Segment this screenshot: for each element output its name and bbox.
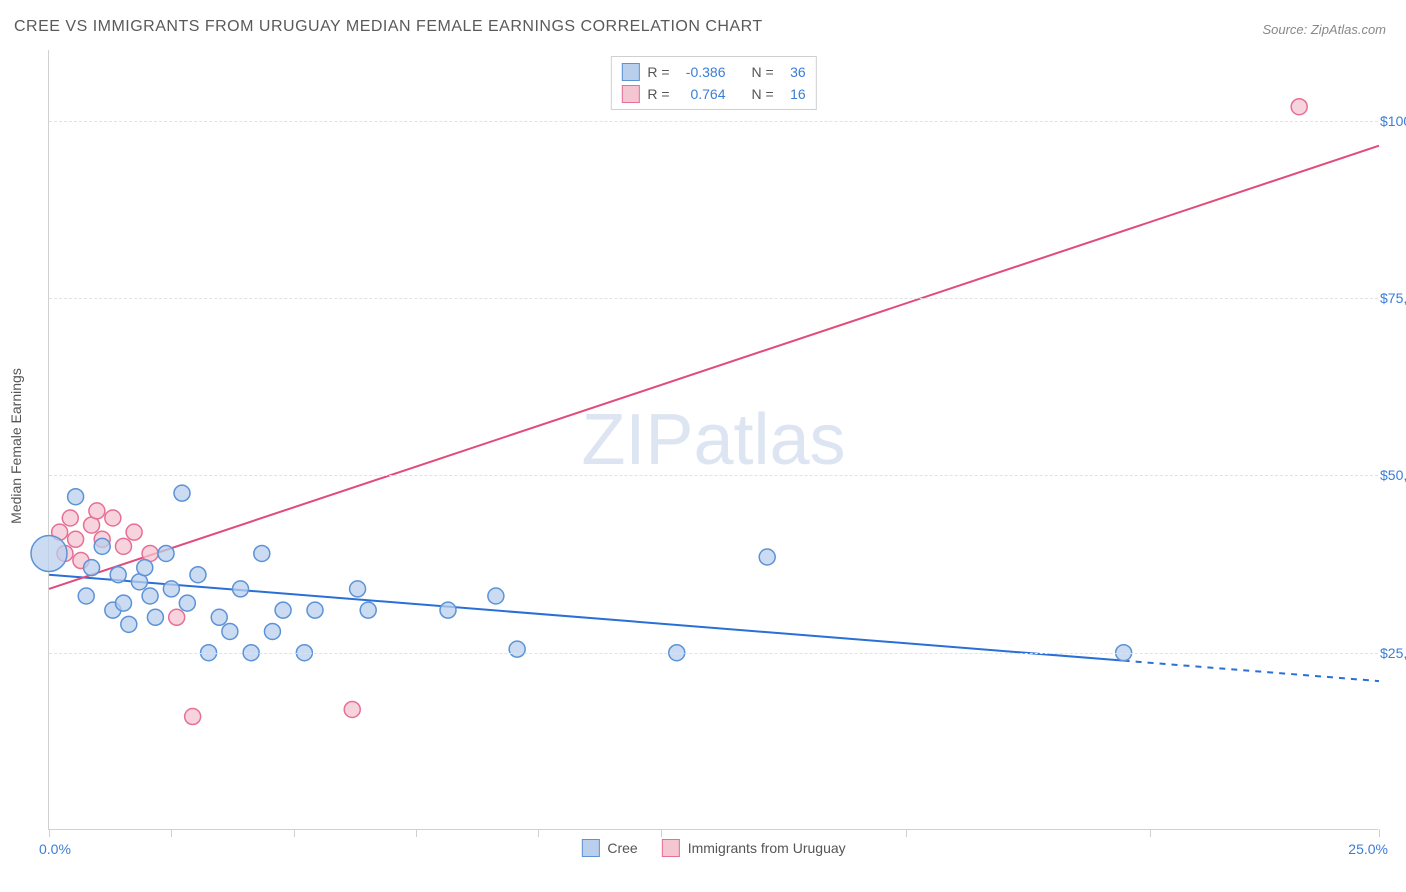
data-point	[211, 609, 227, 625]
data-point	[62, 510, 78, 526]
data-point	[110, 567, 126, 583]
data-point	[68, 489, 84, 505]
data-point	[137, 560, 153, 576]
data-point	[84, 560, 100, 576]
data-point	[89, 503, 105, 519]
data-point	[115, 595, 131, 611]
x-tick	[538, 829, 539, 837]
x-tick	[906, 829, 907, 837]
data-point	[158, 545, 174, 561]
data-point	[185, 709, 201, 725]
y-tick-label: $25,000	[1380, 645, 1406, 661]
x-tick	[661, 829, 662, 837]
legend-item: Immigrants from Uruguay	[662, 839, 846, 857]
legend-n-value: 16	[782, 86, 806, 102]
regression-line	[49, 146, 1379, 589]
legend-swatch-icon	[621, 63, 639, 81]
data-point	[163, 581, 179, 597]
data-point	[344, 701, 360, 717]
data-point	[169, 609, 185, 625]
data-point	[307, 602, 323, 618]
legend-swatch-icon	[581, 839, 599, 857]
data-point	[142, 588, 158, 604]
data-point	[264, 623, 280, 639]
legend-row: R = -0.386 N = 36	[621, 61, 805, 83]
y-tick-label: $50,000	[1380, 467, 1406, 483]
x-axis-max-label: 25.0%	[1348, 841, 1388, 857]
source-attribution: Source: ZipAtlas.com	[1262, 22, 1386, 37]
x-tick	[294, 829, 295, 837]
x-axis-min-label: 0.0%	[39, 841, 71, 857]
data-point	[254, 545, 270, 561]
legend-series-label: Cree	[607, 840, 637, 856]
legend-series: Cree Immigrants from Uruguay	[581, 839, 845, 857]
data-point	[759, 549, 775, 565]
data-point	[78, 588, 94, 604]
y-tick-label: $75,000	[1380, 290, 1406, 306]
legend-item: Cree	[581, 839, 637, 857]
data-point	[68, 531, 84, 547]
x-tick	[171, 829, 172, 837]
x-tick	[1379, 829, 1380, 837]
x-tick	[416, 829, 417, 837]
chart-title: CREE VS IMMIGRANTS FROM URUGUAY MEDIAN F…	[14, 18, 763, 36]
data-point	[94, 538, 110, 554]
data-point	[105, 510, 121, 526]
chart-container: CREE VS IMMIGRANTS FROM URUGUAY MEDIAN F…	[0, 0, 1406, 892]
legend-r-value: -0.386	[678, 64, 726, 80]
data-point	[488, 588, 504, 604]
data-point	[190, 567, 206, 583]
data-point	[275, 602, 291, 618]
legend-correlation: R = -0.386 N = 36 R = 0.764 N = 16	[610, 56, 816, 110]
data-point	[233, 581, 249, 597]
legend-swatch-icon	[662, 839, 680, 857]
plot-area: ZIPatlas R = -0.386 N = 36 R = 0.764 N =…	[48, 50, 1378, 830]
data-point	[179, 595, 195, 611]
data-point	[121, 616, 137, 632]
data-point	[509, 641, 525, 657]
y-tick-label: $100,000	[1380, 113, 1406, 129]
regression-line	[1124, 661, 1379, 681]
data-point	[440, 602, 456, 618]
legend-n-label: N =	[752, 86, 774, 102]
data-point	[350, 581, 366, 597]
data-point	[360, 602, 376, 618]
data-point	[174, 485, 190, 501]
data-point	[1291, 99, 1307, 115]
grid-line	[49, 653, 1378, 654]
grid-line	[49, 121, 1378, 122]
data-point	[31, 535, 67, 571]
legend-n-value: 36	[782, 64, 806, 80]
legend-r-label: R =	[647, 86, 669, 102]
x-tick	[1150, 829, 1151, 837]
grid-line	[49, 475, 1378, 476]
data-point	[147, 609, 163, 625]
legend-series-label: Immigrants from Uruguay	[688, 840, 846, 856]
data-point	[115, 538, 131, 554]
chart-svg	[49, 50, 1378, 829]
data-point	[222, 623, 238, 639]
legend-swatch-icon	[621, 85, 639, 103]
legend-r-value: 0.764	[678, 86, 726, 102]
grid-line	[49, 298, 1378, 299]
legend-row: R = 0.764 N = 16	[621, 83, 805, 105]
legend-n-label: N =	[752, 64, 774, 80]
y-axis-title: Median Female Earnings	[8, 368, 24, 524]
legend-r-label: R =	[647, 64, 669, 80]
x-tick	[49, 829, 50, 837]
data-point	[126, 524, 142, 540]
